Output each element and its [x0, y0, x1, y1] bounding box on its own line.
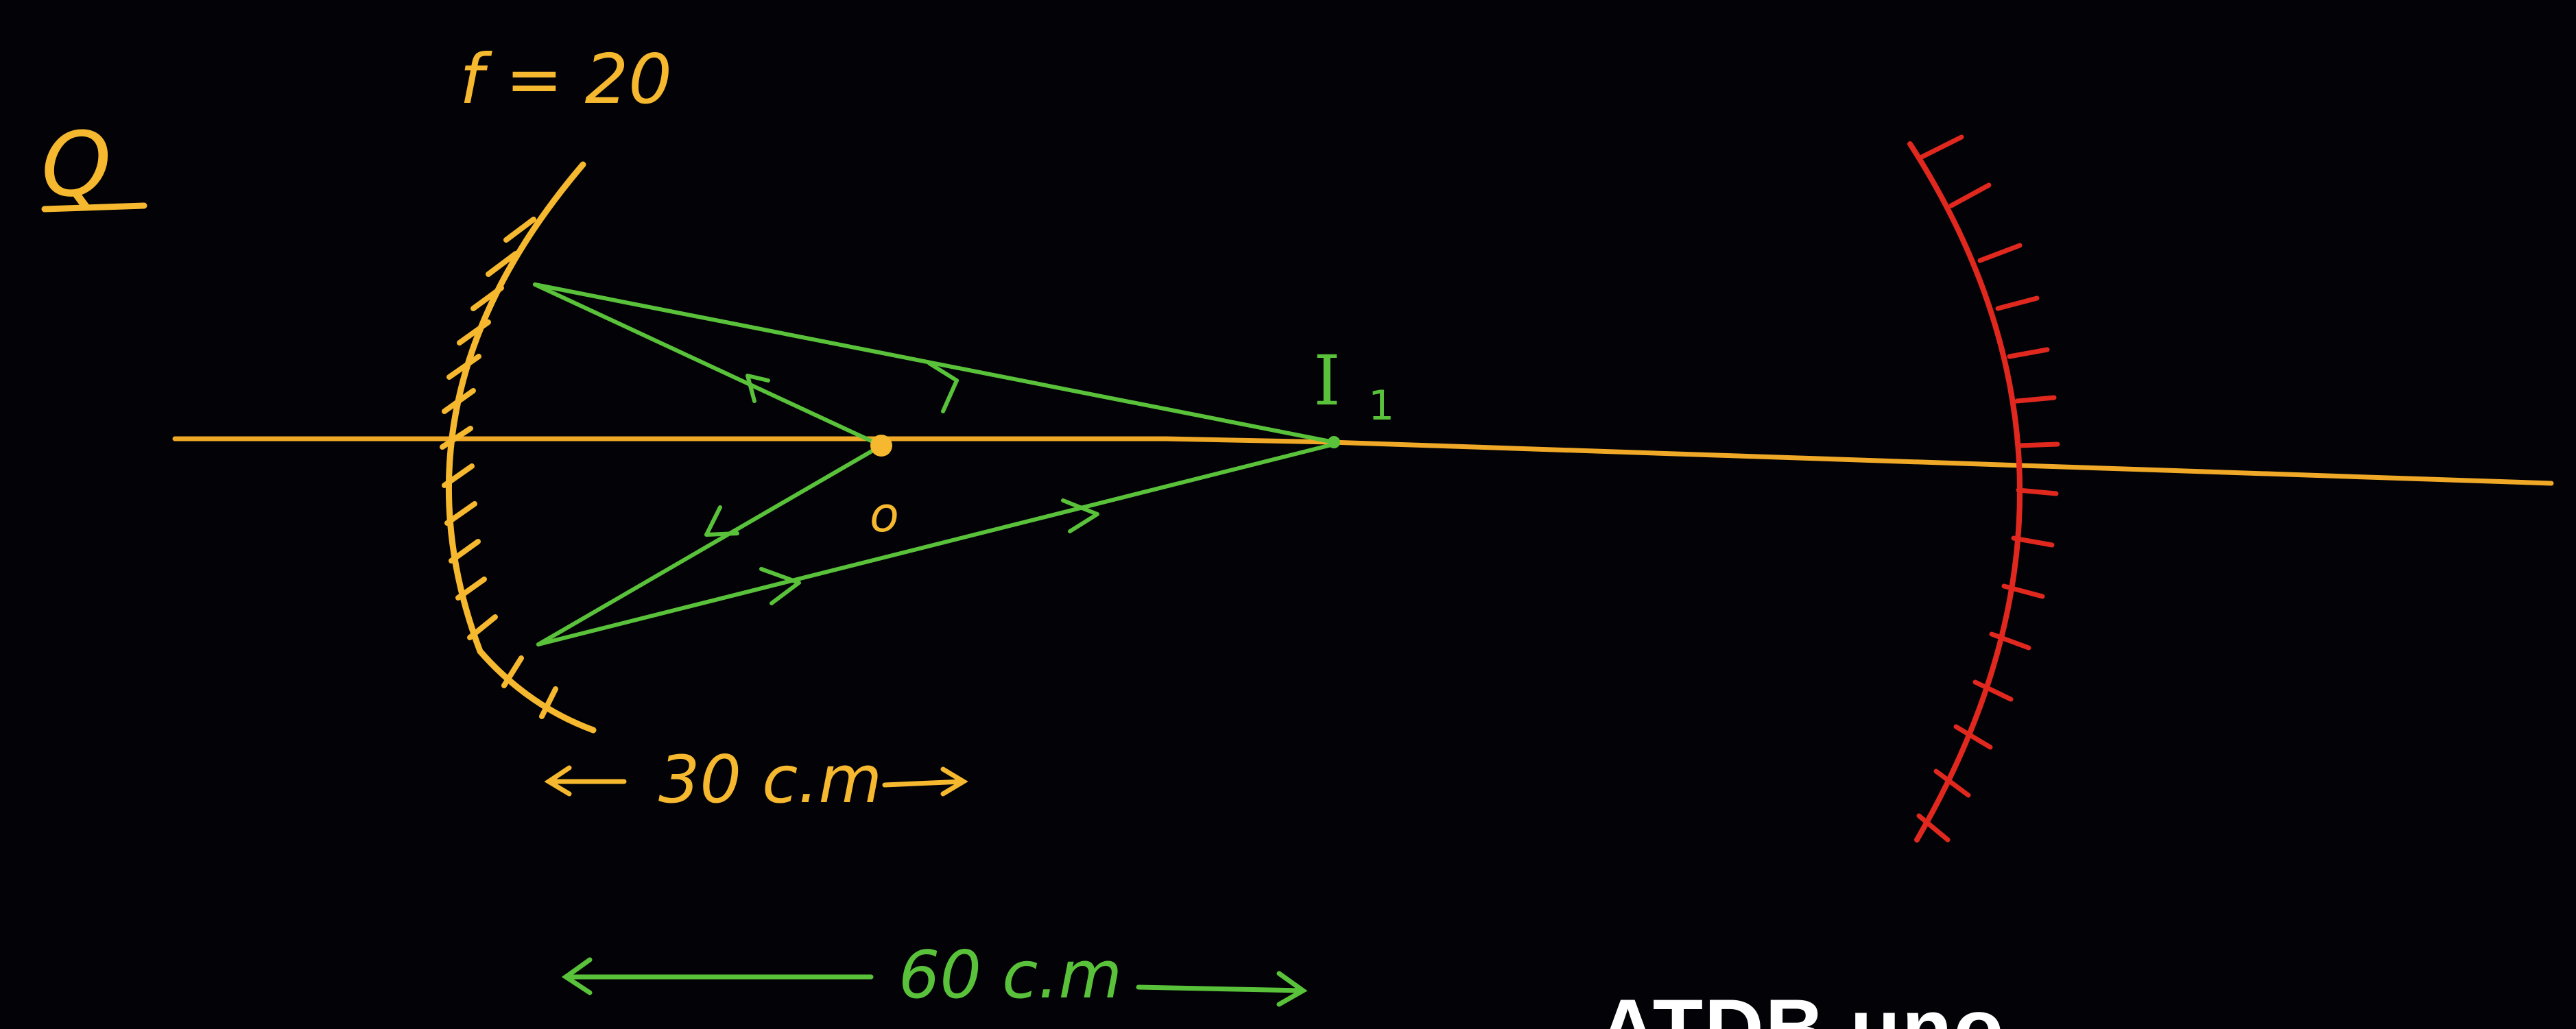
concave-mirror-left — [440, 161, 597, 734]
focal-length-label: f = 20 — [460, 39, 672, 119]
arrow-top-ray — [927, 361, 959, 413]
mirror-left-hatching — [440, 217, 558, 719]
center-label: o — [870, 487, 899, 543]
center-point — [870, 435, 892, 457]
principal-axis — [172, 436, 2554, 486]
dim-60-left-arrow — [561, 957, 874, 995]
mirror-right-hatching — [1916, 134, 2060, 843]
dim-60-right-arrow — [1136, 971, 1308, 1007]
ray-top-to-center — [533, 282, 883, 448]
image-point — [1328, 436, 1340, 448]
arrow-top-to-center — [746, 374, 770, 403]
image-subscript: 1 — [1368, 382, 1394, 430]
image-label: I — [1313, 341, 1341, 421]
concave-mirror-right — [1907, 134, 2060, 843]
arrow-bottom-to-center — [704, 505, 739, 537]
dim-30-right-arrow — [882, 766, 968, 797]
ray-top-to-image — [533, 282, 1336, 444]
distance-60cm-label: 60 c.m — [898, 938, 1122, 1013]
watermark-text: ATDB uno — [1598, 982, 2005, 1029]
dim-30-left-arrow — [544, 765, 627, 797]
ray-bottom-to-image — [536, 442, 1336, 646]
ray-diagram — [533, 282, 1336, 646]
mirror-right-arc — [1907, 141, 2023, 843]
question-underline — [41, 202, 147, 213]
mirror-left-arc — [446, 161, 597, 734]
question-label: Q — [41, 112, 111, 217]
dimension-30cm: 30 c.m — [544, 742, 968, 818]
distance-30cm-label: 30 c.m — [658, 742, 882, 818]
ray-bottom-to-center — [536, 444, 883, 646]
arrow-bottom-ray-1 — [759, 567, 801, 605]
arrow-bottom-ray-2 — [1061, 498, 1099, 533]
dimension-60cm: 60 c.m — [561, 938, 1308, 1013]
